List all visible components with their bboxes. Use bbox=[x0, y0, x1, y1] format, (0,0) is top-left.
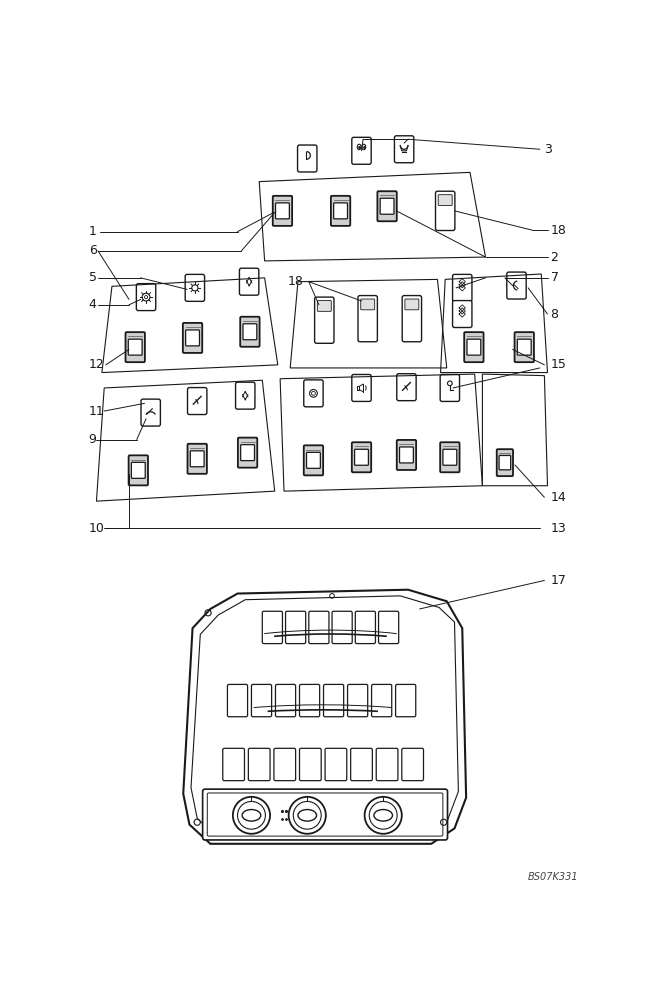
FancyBboxPatch shape bbox=[315, 297, 334, 343]
FancyBboxPatch shape bbox=[240, 268, 259, 295]
FancyBboxPatch shape bbox=[125, 332, 145, 362]
FancyBboxPatch shape bbox=[131, 462, 145, 478]
Text: 14: 14 bbox=[550, 491, 566, 504]
FancyBboxPatch shape bbox=[228, 684, 248, 717]
Text: 7: 7 bbox=[550, 271, 558, 284]
FancyBboxPatch shape bbox=[207, 793, 443, 836]
FancyBboxPatch shape bbox=[467, 339, 480, 355]
FancyBboxPatch shape bbox=[395, 136, 414, 163]
FancyBboxPatch shape bbox=[243, 324, 257, 340]
FancyBboxPatch shape bbox=[304, 445, 323, 475]
FancyBboxPatch shape bbox=[355, 611, 376, 644]
FancyBboxPatch shape bbox=[438, 195, 452, 205]
Text: 4: 4 bbox=[88, 298, 96, 311]
Text: 9: 9 bbox=[88, 433, 96, 446]
FancyBboxPatch shape bbox=[275, 203, 289, 219]
FancyBboxPatch shape bbox=[275, 684, 296, 717]
FancyBboxPatch shape bbox=[332, 611, 352, 644]
Text: 8: 8 bbox=[550, 308, 558, 321]
Text: 12: 12 bbox=[88, 358, 104, 371]
FancyBboxPatch shape bbox=[304, 380, 323, 407]
FancyBboxPatch shape bbox=[141, 399, 160, 426]
FancyBboxPatch shape bbox=[350, 748, 372, 781]
Text: 5: 5 bbox=[88, 271, 97, 284]
FancyBboxPatch shape bbox=[137, 284, 156, 311]
FancyBboxPatch shape bbox=[309, 611, 329, 644]
FancyBboxPatch shape bbox=[325, 748, 346, 781]
FancyBboxPatch shape bbox=[372, 684, 392, 717]
FancyBboxPatch shape bbox=[376, 748, 398, 781]
FancyBboxPatch shape bbox=[464, 332, 484, 362]
FancyBboxPatch shape bbox=[274, 748, 296, 781]
FancyBboxPatch shape bbox=[241, 445, 255, 461]
FancyBboxPatch shape bbox=[286, 611, 306, 644]
FancyBboxPatch shape bbox=[129, 455, 148, 485]
FancyBboxPatch shape bbox=[128, 339, 142, 355]
FancyBboxPatch shape bbox=[352, 442, 371, 472]
FancyBboxPatch shape bbox=[352, 374, 371, 401]
FancyBboxPatch shape bbox=[348, 684, 368, 717]
FancyBboxPatch shape bbox=[306, 452, 320, 468]
FancyBboxPatch shape bbox=[236, 382, 255, 409]
FancyBboxPatch shape bbox=[499, 455, 511, 470]
Text: 18: 18 bbox=[288, 275, 304, 288]
FancyBboxPatch shape bbox=[185, 274, 205, 301]
FancyBboxPatch shape bbox=[190, 451, 204, 467]
FancyBboxPatch shape bbox=[323, 684, 344, 717]
FancyBboxPatch shape bbox=[262, 611, 282, 644]
FancyBboxPatch shape bbox=[203, 789, 447, 840]
FancyBboxPatch shape bbox=[507, 272, 526, 299]
FancyBboxPatch shape bbox=[334, 203, 347, 219]
FancyBboxPatch shape bbox=[331, 196, 350, 226]
FancyBboxPatch shape bbox=[187, 444, 207, 474]
FancyBboxPatch shape bbox=[238, 438, 257, 468]
FancyBboxPatch shape bbox=[402, 296, 422, 342]
Text: 18: 18 bbox=[550, 224, 566, 237]
FancyBboxPatch shape bbox=[317, 301, 331, 311]
FancyBboxPatch shape bbox=[453, 274, 472, 301]
FancyBboxPatch shape bbox=[380, 198, 394, 214]
FancyBboxPatch shape bbox=[440, 442, 459, 472]
FancyBboxPatch shape bbox=[378, 191, 397, 221]
FancyBboxPatch shape bbox=[251, 684, 272, 717]
FancyBboxPatch shape bbox=[354, 449, 368, 465]
FancyBboxPatch shape bbox=[273, 196, 292, 226]
FancyBboxPatch shape bbox=[352, 137, 371, 164]
FancyBboxPatch shape bbox=[405, 299, 419, 310]
Text: 1: 1 bbox=[88, 225, 96, 238]
Text: 13: 13 bbox=[550, 522, 566, 535]
FancyBboxPatch shape bbox=[402, 748, 424, 781]
FancyBboxPatch shape bbox=[436, 191, 455, 230]
FancyBboxPatch shape bbox=[443, 449, 457, 465]
FancyBboxPatch shape bbox=[395, 684, 416, 717]
FancyBboxPatch shape bbox=[397, 374, 416, 401]
FancyBboxPatch shape bbox=[517, 339, 531, 355]
FancyBboxPatch shape bbox=[248, 748, 270, 781]
FancyBboxPatch shape bbox=[361, 299, 375, 310]
Text: 11: 11 bbox=[88, 405, 104, 418]
FancyBboxPatch shape bbox=[300, 684, 319, 717]
FancyBboxPatch shape bbox=[497, 449, 513, 476]
FancyBboxPatch shape bbox=[379, 611, 399, 644]
FancyBboxPatch shape bbox=[240, 317, 259, 347]
Text: 15: 15 bbox=[550, 358, 566, 371]
Text: 10: 10 bbox=[88, 522, 104, 535]
FancyBboxPatch shape bbox=[440, 374, 459, 401]
Text: 6: 6 bbox=[88, 244, 96, 257]
FancyBboxPatch shape bbox=[453, 301, 472, 328]
FancyBboxPatch shape bbox=[300, 748, 321, 781]
FancyBboxPatch shape bbox=[298, 145, 317, 172]
Text: 3: 3 bbox=[544, 143, 552, 156]
Text: 2: 2 bbox=[550, 251, 558, 264]
FancyBboxPatch shape bbox=[397, 440, 416, 470]
FancyBboxPatch shape bbox=[183, 323, 202, 353]
FancyBboxPatch shape bbox=[358, 296, 378, 342]
Text: 17: 17 bbox=[550, 574, 566, 587]
FancyBboxPatch shape bbox=[515, 332, 534, 362]
FancyBboxPatch shape bbox=[399, 447, 413, 463]
FancyBboxPatch shape bbox=[223, 748, 244, 781]
Text: BS07K331: BS07K331 bbox=[528, 872, 579, 882]
FancyBboxPatch shape bbox=[185, 330, 199, 346]
FancyBboxPatch shape bbox=[187, 388, 207, 415]
